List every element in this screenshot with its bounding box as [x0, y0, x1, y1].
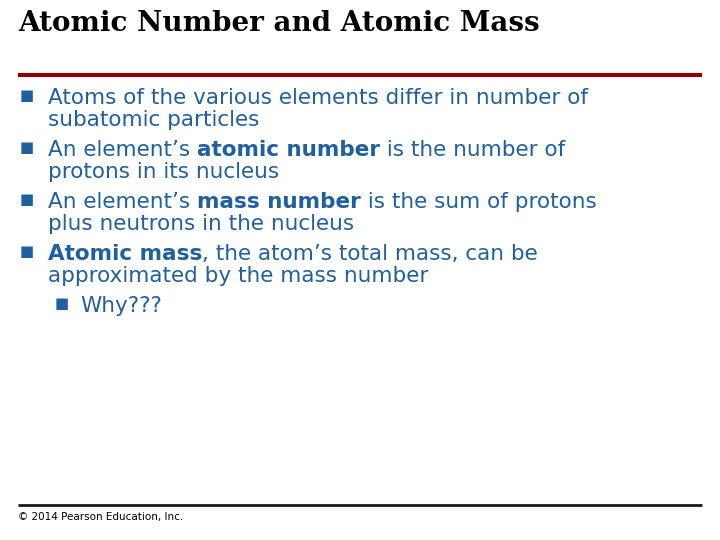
Text: ■: ■ — [20, 88, 34, 103]
Text: ■: ■ — [20, 140, 34, 155]
Text: atomic number: atomic number — [197, 140, 380, 160]
Text: ■: ■ — [20, 244, 34, 259]
Text: approximated by the mass number: approximated by the mass number — [48, 266, 428, 286]
Text: is the sum of protons: is the sum of protons — [361, 192, 596, 212]
Text: is the number of: is the number of — [380, 140, 565, 160]
Text: An element’s: An element’s — [48, 192, 197, 212]
Text: plus neutrons in the nucleus: plus neutrons in the nucleus — [48, 214, 354, 234]
Text: subatomic particles: subatomic particles — [48, 110, 259, 130]
Text: Atomic Number and Atomic Mass: Atomic Number and Atomic Mass — [18, 10, 539, 37]
Text: Why???: Why??? — [80, 296, 162, 316]
Text: protons in its nucleus: protons in its nucleus — [48, 162, 279, 182]
Text: ■: ■ — [20, 192, 34, 207]
Text: Atoms of the various elements differ in number of: Atoms of the various elements differ in … — [48, 88, 588, 108]
Text: ■: ■ — [55, 296, 69, 311]
Text: mass number: mass number — [197, 192, 361, 212]
Text: An element’s: An element’s — [48, 140, 197, 160]
Text: , the atom’s total mass, can be: , the atom’s total mass, can be — [202, 244, 538, 264]
Text: © 2014 Pearson Education, Inc.: © 2014 Pearson Education, Inc. — [18, 512, 184, 522]
Text: Atomic mass: Atomic mass — [48, 244, 202, 264]
